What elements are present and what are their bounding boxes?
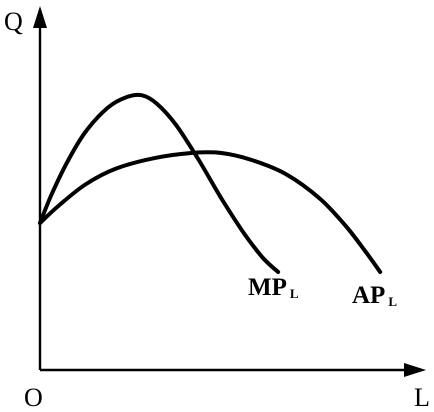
origin-label: O: [24, 383, 43, 412]
y-axis-label: Q: [4, 7, 23, 36]
x-axis-arrow-icon: [404, 363, 426, 377]
series-label-ap-name: AP: [352, 282, 385, 309]
series-label-mp-name: MP: [248, 274, 287, 301]
series-label-ap-subscript: L: [388, 294, 397, 309]
series-label-mp-subscript: L: [290, 286, 299, 301]
x-axis-label: L: [414, 383, 430, 412]
series-label-ap: AP L: [352, 282, 397, 309]
y-axis-arrow-icon: [33, 6, 47, 28]
series-label-mp: MP L: [248, 274, 299, 301]
series-line-ap: [38, 150, 383, 274]
series-line-mp: [38, 92, 281, 274]
